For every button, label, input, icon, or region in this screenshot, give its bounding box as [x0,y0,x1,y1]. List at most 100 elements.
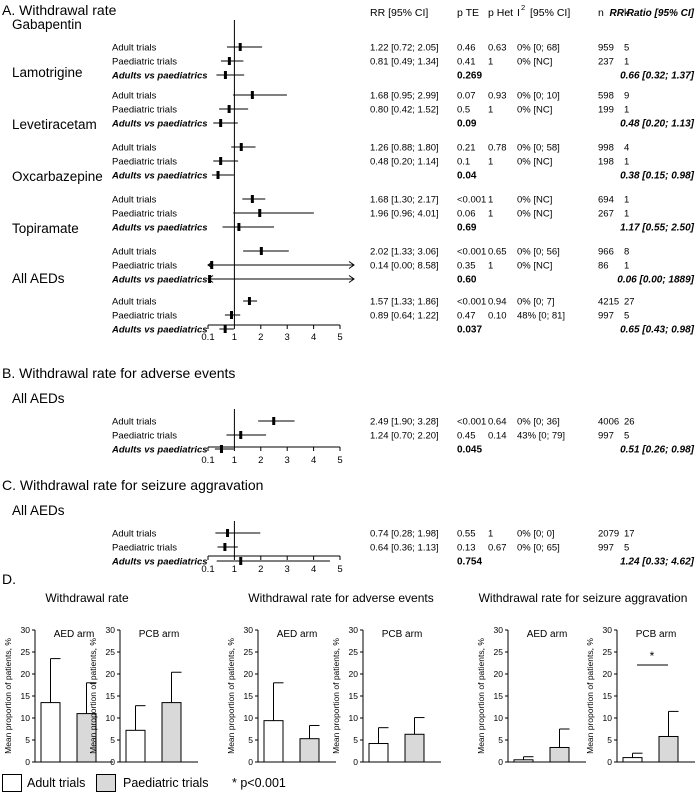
legend-significance-note: * p<0.001 [232,776,286,790]
header-i2-ci: [95% CI] [530,7,570,19]
k-value: 1 [624,195,629,206]
pte-value: 0.46 [457,43,476,54]
x-tick-label: 0.1 [201,332,214,343]
k-value: 4 [624,143,629,154]
row-label: Paediatric trials [112,105,177,116]
i2-value: 0% [0; 36] [517,417,560,428]
ci-arrow-left [207,275,214,283]
point-estimate [208,275,212,283]
comparison-pte: 0.69 [457,223,477,234]
header-k: k [624,7,630,19]
point-estimate [258,209,262,217]
row-label: Adult trials [112,91,157,102]
n-value: 86 [598,261,609,272]
i2-value: 0% [0; 68] [517,43,560,54]
bar-y-tick-label: 0 [607,757,612,767]
point-estimate [272,417,276,425]
rr-value: 1.26 [0.88; 1.80] [370,143,439,154]
n-value: 237 [598,57,614,68]
header-rr: RR [95% CI] [370,7,428,19]
n-value: 997 [598,431,614,442]
rr-value: 0.80 [0.42; 1.52] [370,105,439,116]
k-value: 5 [624,43,629,54]
comparison-pte: 0.04 [457,171,477,182]
bar-adult [125,729,146,763]
point-estimate [237,223,241,231]
bar-y-tick-label: 30 [603,625,613,635]
pte-value: 0.13 [457,543,476,554]
rr-value: 1.57 [1.33; 1.86] [370,297,439,308]
pte-value: <0.001 [457,417,486,428]
point-estimate [227,57,231,65]
bar-y-tick-label: 15 [349,691,359,701]
phet-value: 0.78 [488,143,507,154]
phet-value: 1 [488,529,493,540]
i2-value: 0% [NC] [517,157,552,168]
row-label: Paediatric trials [112,157,177,168]
i2-value: 0% [NC] [517,261,552,272]
n-value: 198 [598,157,614,168]
bar-panel-label: AED arm [527,629,568,640]
x-tick-label: 3 [285,564,290,575]
row-label: Paediatric trials [112,261,177,272]
pte-value: 0.35 [457,261,476,272]
point-estimate [226,529,230,537]
bar-y-tick-label: 15 [603,691,613,701]
row-label: Paediatric trials [112,543,177,554]
comparison-pte: 0.09 [457,119,477,130]
n-value: 199 [598,105,614,116]
bar-y-tick-label: 15 [494,691,504,701]
bar-y-tick-label: 5 [498,735,503,745]
comparison-label: Adults vs paediatrics [111,445,208,456]
point-estimate [223,325,227,333]
row-label: Adult trials [112,247,157,258]
i2-value: 0% [0; 0] [517,529,555,540]
bar-y-tick-label: 20 [21,669,31,679]
pte-value: 0.07 [457,91,476,102]
point-estimate [216,171,220,179]
k-value: 1 [624,105,629,116]
row-label: Adult trials [112,417,157,428]
bar-y-tick-label: 25 [603,647,613,657]
point-estimate [223,543,227,551]
x-tick-label: 1 [232,455,237,466]
x-tick-label: 2 [258,564,263,575]
header-n: n [598,7,604,19]
k-value: 27 [624,297,635,308]
comparison-label: Adults vs paediatrics [111,171,208,182]
n-value: 997 [598,543,614,554]
row-label: Adult trials [112,195,157,206]
bar-paediatric [299,738,320,763]
n-value: 2079 [598,529,619,540]
k-value: 1 [624,157,629,168]
n-value: 966 [598,247,614,258]
bar-y-tick-label: 5 [248,735,253,745]
bar-adult [263,720,284,763]
bar-y-tick-label: 15 [106,691,116,701]
bar-y-tick-label: 10 [494,713,504,723]
k-value: 1 [624,261,629,272]
point-estimate [229,311,233,319]
point-estimate [238,43,242,51]
comparison-pte: 0.045 [457,445,482,456]
point-estimate [219,157,223,165]
bar-y-tick-label: 10 [21,713,31,723]
rr-value: 0.14 [0.00; 8.58] [370,261,439,272]
x-tick-label: 0.1 [201,455,214,466]
bar-y-tick-label: 30 [244,625,254,635]
bar-y-tick-label: 25 [106,647,116,657]
point-estimate [223,71,227,79]
bar-paediatric [161,702,182,763]
pte-value: <0.001 [457,247,486,258]
bar-y-tick-label: 20 [244,669,254,679]
pte-value: 0.5 [457,105,470,116]
k-value: 17 [624,529,635,540]
bar-y-tick-label: 10 [603,713,613,723]
phet-value: 0.64 [488,417,507,428]
x-tick-label: 2 [258,455,263,466]
row-label: Adult trials [112,529,157,540]
bar-y-tick-label: 25 [244,647,254,657]
bar-y-axis-label: Mean proportion of patients, % [3,638,13,754]
rr-ratio-value: 0.51 [0.26; 0.98] [620,445,695,456]
k-value: 5 [624,543,629,554]
